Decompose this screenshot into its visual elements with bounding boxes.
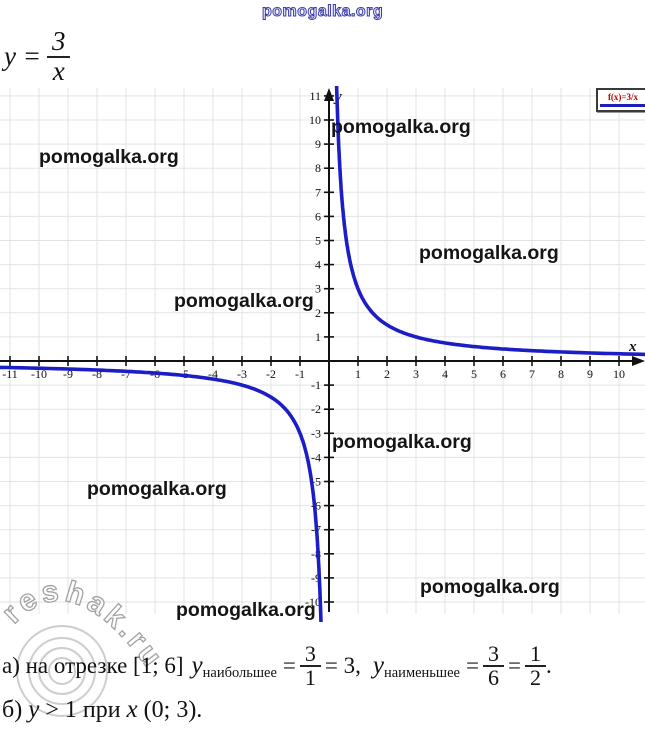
function-formula: y = 3 x <box>4 27 71 86</box>
period: . <box>545 653 552 678</box>
fraction-3-6: 3 6 <box>482 642 504 690</box>
watermark-top: pomogalka.org <box>261 3 384 21</box>
var-x: x <box>126 696 138 723</box>
solution-line-a: а) на отрезке [1; 6] y наибольшее = 3 1 =… <box>2 634 644 698</box>
svg-text:1: 1 <box>315 330 321 344</box>
svg-text:-4: -4 <box>311 450 321 464</box>
svg-text:4: 4 <box>442 367 448 381</box>
svg-text:4: 4 <box>315 258 321 272</box>
watermark: pomogalka.org <box>420 576 560 598</box>
word-pri: при <box>82 697 121 723</box>
svg-text:10: 10 <box>613 367 625 381</box>
legend-line-swatch <box>600 104 645 107</box>
svg-text:2: 2 <box>315 306 321 320</box>
svg-text:6: 6 <box>315 209 321 223</box>
watermark: pomogalka.org <box>174 290 314 312</box>
svg-text:5: 5 <box>471 367 477 381</box>
fraction-numerator: 3 <box>299 642 321 667</box>
fraction-denominator: 2 <box>529 665 541 690</box>
watermark: pomogalka.org <box>87 478 227 500</box>
svg-text:-11: -11 <box>2 367 18 381</box>
equals-sign: = <box>465 653 479 678</box>
formula-lhs: y = <box>4 41 41 72</box>
svg-text:8: 8 <box>315 161 321 175</box>
svg-text:-2: -2 <box>266 367 276 381</box>
svg-text:1: 1 <box>355 367 361 381</box>
svg-text:5: 5 <box>315 234 321 248</box>
svg-text:-8: -8 <box>311 547 321 561</box>
function-graph: -11 -10 -9 -8 -7 -6 -5 -4 -3 -2 -1 1 2 3 4 5 6 7 8 9 10 -10 -9… <box>0 86 645 622</box>
fraction-denominator: 1 <box>304 665 316 690</box>
legend-box: f(x)=3/x <box>596 88 645 112</box>
watermark: pomogalka.org <box>39 146 179 168</box>
graph-canvas: -11 -10 -9 -8 -7 -6 -5 -4 -3 -2 -1 1 2 3 4 5 6 7 8 9 10-10-9… <box>0 86 645 622</box>
solution-a-mid: = 3, <box>324 653 361 678</box>
svg-text:10: 10 <box>309 113 321 127</box>
solution-b-prefix: б) <box>2 697 23 723</box>
svg-text:6: 6 <box>500 367 506 381</box>
svg-text:-2: -2 <box>311 402 321 416</box>
svg-text:7: 7 <box>529 367 535 381</box>
interval: (0; 3). <box>143 697 203 723</box>
svg-text:2: 2 <box>384 367 390 381</box>
svg-text:-5: -5 <box>311 475 321 489</box>
fraction-3-1: 3 1 <box>299 642 321 690</box>
equals-sign: = <box>282 653 296 678</box>
fraction-numerator: 3 <box>482 642 504 667</box>
svg-text:9: 9 <box>587 367 593 381</box>
var-y: y <box>28 696 40 723</box>
svg-text:x: x <box>628 339 637 355</box>
relation: > 1 <box>45 697 77 723</box>
watermark: pomogalka.org <box>332 431 472 453</box>
svg-text:-9: -9 <box>63 367 73 381</box>
fraction-denominator: 6 <box>487 665 499 690</box>
svg-text:-7: -7 <box>121 367 131 381</box>
svg-text:3: 3 <box>413 367 419 381</box>
var-y: y <box>372 652 384 679</box>
svg-text:11: 11 <box>309 89 321 103</box>
watermark: pomogalka.org <box>176 599 316 621</box>
svg-text:9: 9 <box>315 137 321 151</box>
fraction-numerator: 1 <box>524 642 546 667</box>
legend-label: f(x)=3/x <box>607 92 639 102</box>
formula-fraction: 3 x <box>46 27 71 86</box>
fraction-1-2: 1 2 <box>524 642 546 690</box>
subscript-max: наибольшее <box>202 664 277 681</box>
svg-text:-3: -3 <box>311 426 321 440</box>
solution-a-prefix: а) на отрезке [1; 6] <box>2 653 184 678</box>
svg-text:7: 7 <box>315 185 321 199</box>
equals-sign: = <box>507 653 521 678</box>
svg-text:-1: -1 <box>295 367 305 381</box>
watermark: pomogalka.org <box>419 242 559 264</box>
svg-text:-3: -3 <box>237 367 247 381</box>
solution-line-b: б) y > 1 при x (0; 3). <box>2 696 202 724</box>
var-y: y <box>191 652 203 679</box>
svg-text:3: 3 <box>315 282 321 296</box>
formula-numerator: 3 <box>46 27 71 58</box>
watermark: pomogalka.org <box>331 116 471 138</box>
svg-text:-8: -8 <box>92 367 102 381</box>
svg-text:8: 8 <box>558 367 564 381</box>
formula-denominator: x <box>52 55 65 86</box>
subscript-min: наименьшее <box>383 664 460 681</box>
svg-text:-4: -4 <box>208 367 218 381</box>
svg-text:-9: -9 <box>311 571 321 585</box>
svg-text:-10: -10 <box>305 595 321 609</box>
svg-text:-10: -10 <box>31 367 47 381</box>
svg-text:-1: -1 <box>311 378 321 392</box>
